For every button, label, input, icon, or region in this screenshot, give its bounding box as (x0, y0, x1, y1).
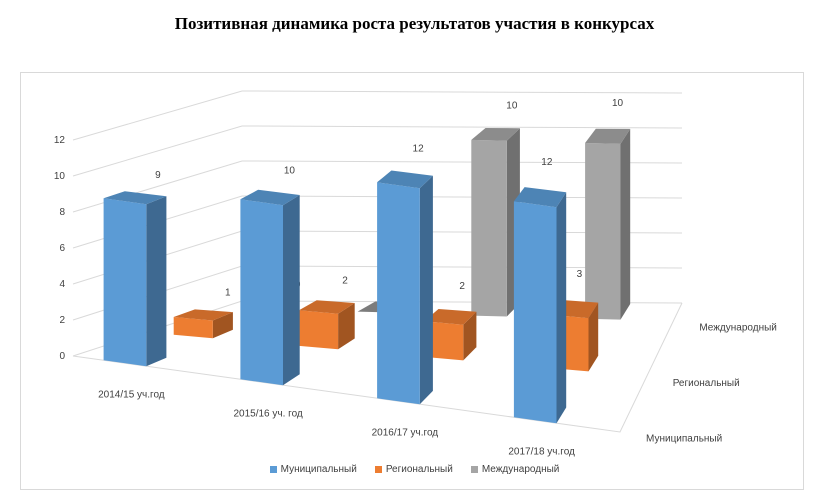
legend-item-international: Международный (470, 464, 560, 475)
data-label: 10 (612, 98, 624, 109)
legend-label-international: Международный (481, 464, 560, 475)
bar (424, 321, 464, 361)
bar (240, 199, 283, 386)
bar-side (620, 128, 631, 320)
data-label: 10 (506, 100, 518, 111)
series-axis-label: Муниципальный (646, 434, 722, 445)
data-label: 9 (155, 170, 161, 181)
y-tick-label: 6 (59, 243, 65, 254)
x-tick-label: 2014/15 уч.год (98, 390, 165, 401)
bar (173, 317, 213, 339)
gridline (72, 90, 683, 141)
y-tick-label: 10 (54, 171, 66, 182)
bar-top (103, 191, 167, 205)
bar-top (173, 309, 233, 321)
bar-top (424, 309, 477, 325)
x-tick-label: 2016/17 уч.год (372, 428, 439, 439)
bar-top (377, 170, 433, 189)
bar-side (463, 311, 477, 361)
bar (585, 143, 621, 320)
bar (377, 182, 420, 405)
bar-side (556, 192, 567, 424)
bar-top (585, 128, 631, 144)
data-label: 2 (459, 281, 465, 292)
bar-side (146, 196, 167, 367)
bar (513, 201, 557, 424)
gridline (72, 125, 683, 177)
bar (471, 139, 507, 317)
legend-swatch-international (470, 466, 478, 473)
data-label: 12 (413, 143, 425, 154)
chart-title: Позитивная динамика роста результатов уч… (174, 14, 655, 33)
series-axis-label: Региональный (673, 378, 740, 389)
bar-side (588, 302, 599, 372)
chart-legend: Муниципальный Региональный Международный (0, 464, 829, 475)
bar (299, 310, 339, 350)
bar-side (419, 175, 433, 405)
legend-label-municipal: Муниципальный (280, 464, 357, 475)
legend-label-regional: Региональный (385, 464, 453, 475)
legend-swatch-municipal (269, 466, 277, 473)
y-tick-label: 8 (59, 207, 65, 218)
bar-side (338, 303, 355, 350)
data-label: 3 (577, 269, 583, 280)
bar-top (240, 189, 300, 206)
legend-item-regional: Региональный (374, 464, 453, 475)
y-tick-label: 4 (59, 279, 65, 290)
bar-top (471, 128, 520, 141)
bar-side (283, 195, 300, 386)
bar (103, 198, 147, 367)
data-label: 10 (284, 166, 296, 177)
y-tick-label: 12 (54, 135, 66, 146)
data-label: 2 (342, 275, 348, 286)
bar-side (212, 312, 233, 339)
legend-item-municipal: Муниципальный (269, 464, 357, 475)
data-label: 12 (541, 157, 553, 168)
x-tick-label: 2015/16 уч. год (233, 409, 302, 420)
series-axis-label: Международный (699, 323, 777, 334)
y-tick-label: 2 (59, 315, 65, 326)
bar-top (299, 300, 355, 314)
y-tick-label: 0 (59, 351, 65, 362)
legend-swatch-regional (374, 466, 382, 473)
x-tick-label: 2017/18 уч.год (508, 447, 575, 458)
data-label: 1 (225, 288, 231, 299)
bar-top (513, 187, 567, 208)
